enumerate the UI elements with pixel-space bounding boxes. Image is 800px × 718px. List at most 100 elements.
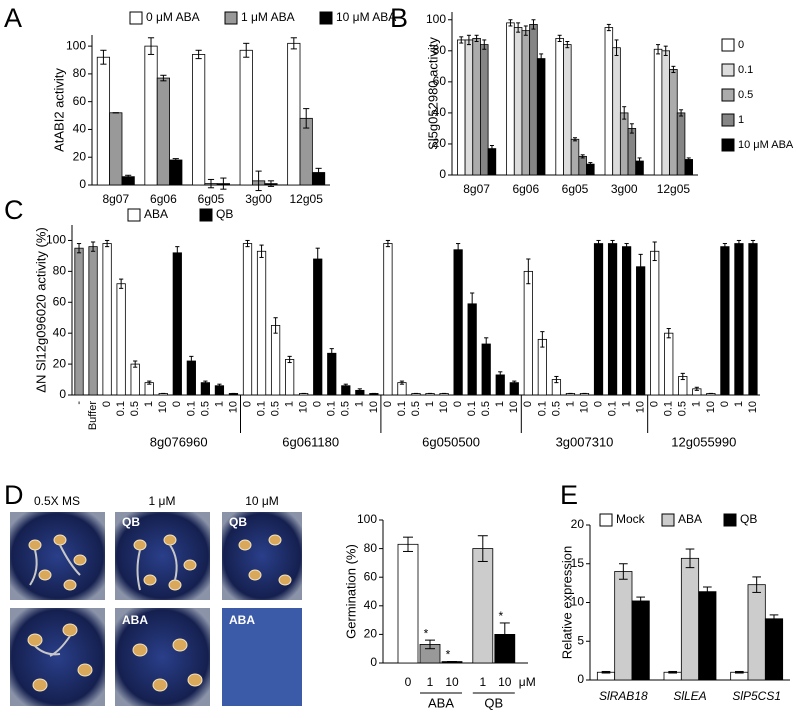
error-bar (203, 380, 208, 385)
bar (698, 591, 717, 681)
group-label: 6g050500 (422, 434, 480, 449)
bar (521, 30, 531, 176)
error-bar (750, 239, 756, 248)
x-tick-label: 0.1 (326, 401, 338, 416)
y-tick-label: 80 (433, 43, 447, 57)
bar (506, 22, 515, 176)
error-bar (606, 23, 611, 32)
legend-label: 0 μM ABA (146, 10, 200, 24)
y-tick-label: 0 (439, 167, 446, 181)
legend-label: 10 μM ABA (336, 10, 396, 24)
error-bar (508, 19, 513, 27)
legend-label: ABA (678, 512, 702, 526)
x-tick-label: 0 (405, 675, 412, 689)
legend-label: ABA (144, 207, 168, 221)
bar (720, 246, 730, 396)
roots (29, 544, 178, 657)
bar (109, 112, 123, 186)
bar (748, 243, 758, 396)
x-tick-label: 0 (171, 401, 183, 407)
x-tick-label: 0 (649, 401, 661, 407)
error-bar (489, 145, 494, 153)
legend-label: QB (740, 512, 757, 526)
error-bar (259, 244, 264, 258)
x-tick-label: 0.5 (129, 401, 141, 416)
photo (222, 608, 302, 706)
x-tick-label: 10 (298, 401, 310, 413)
x-tick-label: SlP5CS1 (732, 689, 781, 703)
seedlings (27, 534, 292, 692)
x-tick-label: 0.1 (536, 401, 548, 416)
error-bar (622, 106, 627, 120)
panel-label: B (390, 3, 408, 33)
error-bar (425, 639, 435, 650)
bar (537, 338, 547, 396)
y-tick-label: 0 (577, 672, 584, 686)
error-bar (329, 348, 334, 359)
bar (472, 548, 494, 664)
error-bar (76, 243, 82, 254)
error-bar (172, 158, 179, 162)
x-tick-label: 10 (635, 401, 647, 413)
error-bar (303, 108, 310, 129)
x-tick-label: 1 (213, 401, 225, 407)
bar (570, 138, 580, 176)
error-bar (470, 292, 475, 316)
error-bar (596, 239, 601, 248)
y-axis-label: Relative expression (559, 546, 574, 659)
error-bar (357, 388, 362, 393)
error-bar (523, 25, 528, 36)
bar (764, 618, 784, 681)
x-tick-label: 3g00 (611, 182, 638, 196)
bar (169, 159, 183, 186)
photo-label: QB (122, 515, 140, 529)
bar (256, 250, 267, 396)
bar (631, 600, 650, 681)
legend-label: 0.5 (738, 89, 753, 101)
legend-swatch (721, 88, 735, 102)
x-tick-label: 12g05 (290, 192, 324, 206)
bar (481, 343, 491, 396)
x-tick-label: 10 (508, 401, 520, 413)
error-bar (189, 355, 194, 367)
x-tick-label: 0.1 (255, 401, 267, 416)
x-tick-label: 1 (284, 401, 296, 407)
legend-label: 0 (738, 39, 744, 51)
error-bar (456, 243, 461, 257)
bar (285, 359, 295, 396)
error-bar (290, 37, 297, 50)
unit-label: μM (519, 675, 536, 689)
x-tick-label: 8g07 (463, 182, 490, 196)
x-tick-label: 0.5 (269, 401, 281, 416)
bar (612, 47, 621, 176)
error-bar (477, 535, 488, 562)
error-bar (614, 39, 619, 56)
error-bar (557, 34, 562, 42)
legend-label: 1 (738, 114, 744, 126)
x-tick-label: 1 (479, 675, 486, 689)
error-bar (125, 174, 132, 179)
photo-label: ABA (122, 613, 148, 627)
error-bar (752, 576, 761, 593)
bar (661, 50, 670, 176)
error-bar (619, 563, 628, 580)
bar (397, 543, 419, 664)
error-bar (736, 239, 742, 248)
y-tick-label: 20 (364, 627, 378, 641)
error-bar (637, 157, 642, 165)
x-tick-label: 0.1 (466, 401, 478, 416)
x-tick-label: 1 (424, 401, 436, 407)
error-bar (539, 53, 544, 64)
panel-label: E (560, 480, 578, 510)
y-tick-label: 0 (370, 655, 377, 669)
error-bar (610, 239, 615, 248)
x-tick-label: 10 (368, 401, 380, 413)
x-tick-label: 6g05 (198, 192, 225, 206)
x-tick-label: 0.5 (550, 401, 562, 416)
photo-column-title: 10 μM (245, 494, 279, 508)
bar (650, 250, 660, 396)
bar (464, 39, 474, 176)
y-axis-label: Germination (%) (343, 544, 358, 639)
bar (622, 246, 632, 396)
